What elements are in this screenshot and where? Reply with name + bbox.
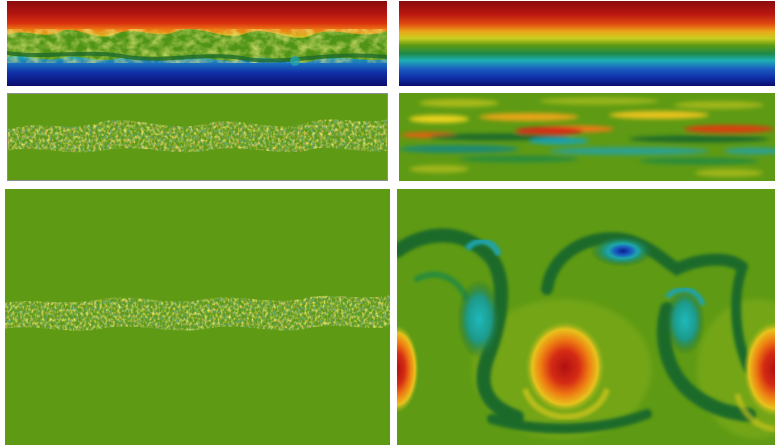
- vorticity-turbulent-image: [5, 189, 390, 445]
- fluctuation-smooth-image: [399, 93, 775, 181]
- fluctuation-turbulent-image: [8, 94, 387, 180]
- panel-fluctuation-turbulent: [7, 93, 388, 181]
- vorticity-kelvin-helmholtz-image: [397, 189, 775, 445]
- panel-fluctuation-smooth: [399, 93, 775, 181]
- panel-vorticity-kelvin-helmholtz: [397, 189, 775, 445]
- panel-vorticity-turbulent: [5, 189, 390, 445]
- panel-scalar-smooth: [399, 1, 775, 86]
- scalar-smooth-image: [399, 1, 775, 86]
- panel-scalar-turbulent: [7, 1, 387, 86]
- scalar-turbulent-image: [7, 1, 387, 86]
